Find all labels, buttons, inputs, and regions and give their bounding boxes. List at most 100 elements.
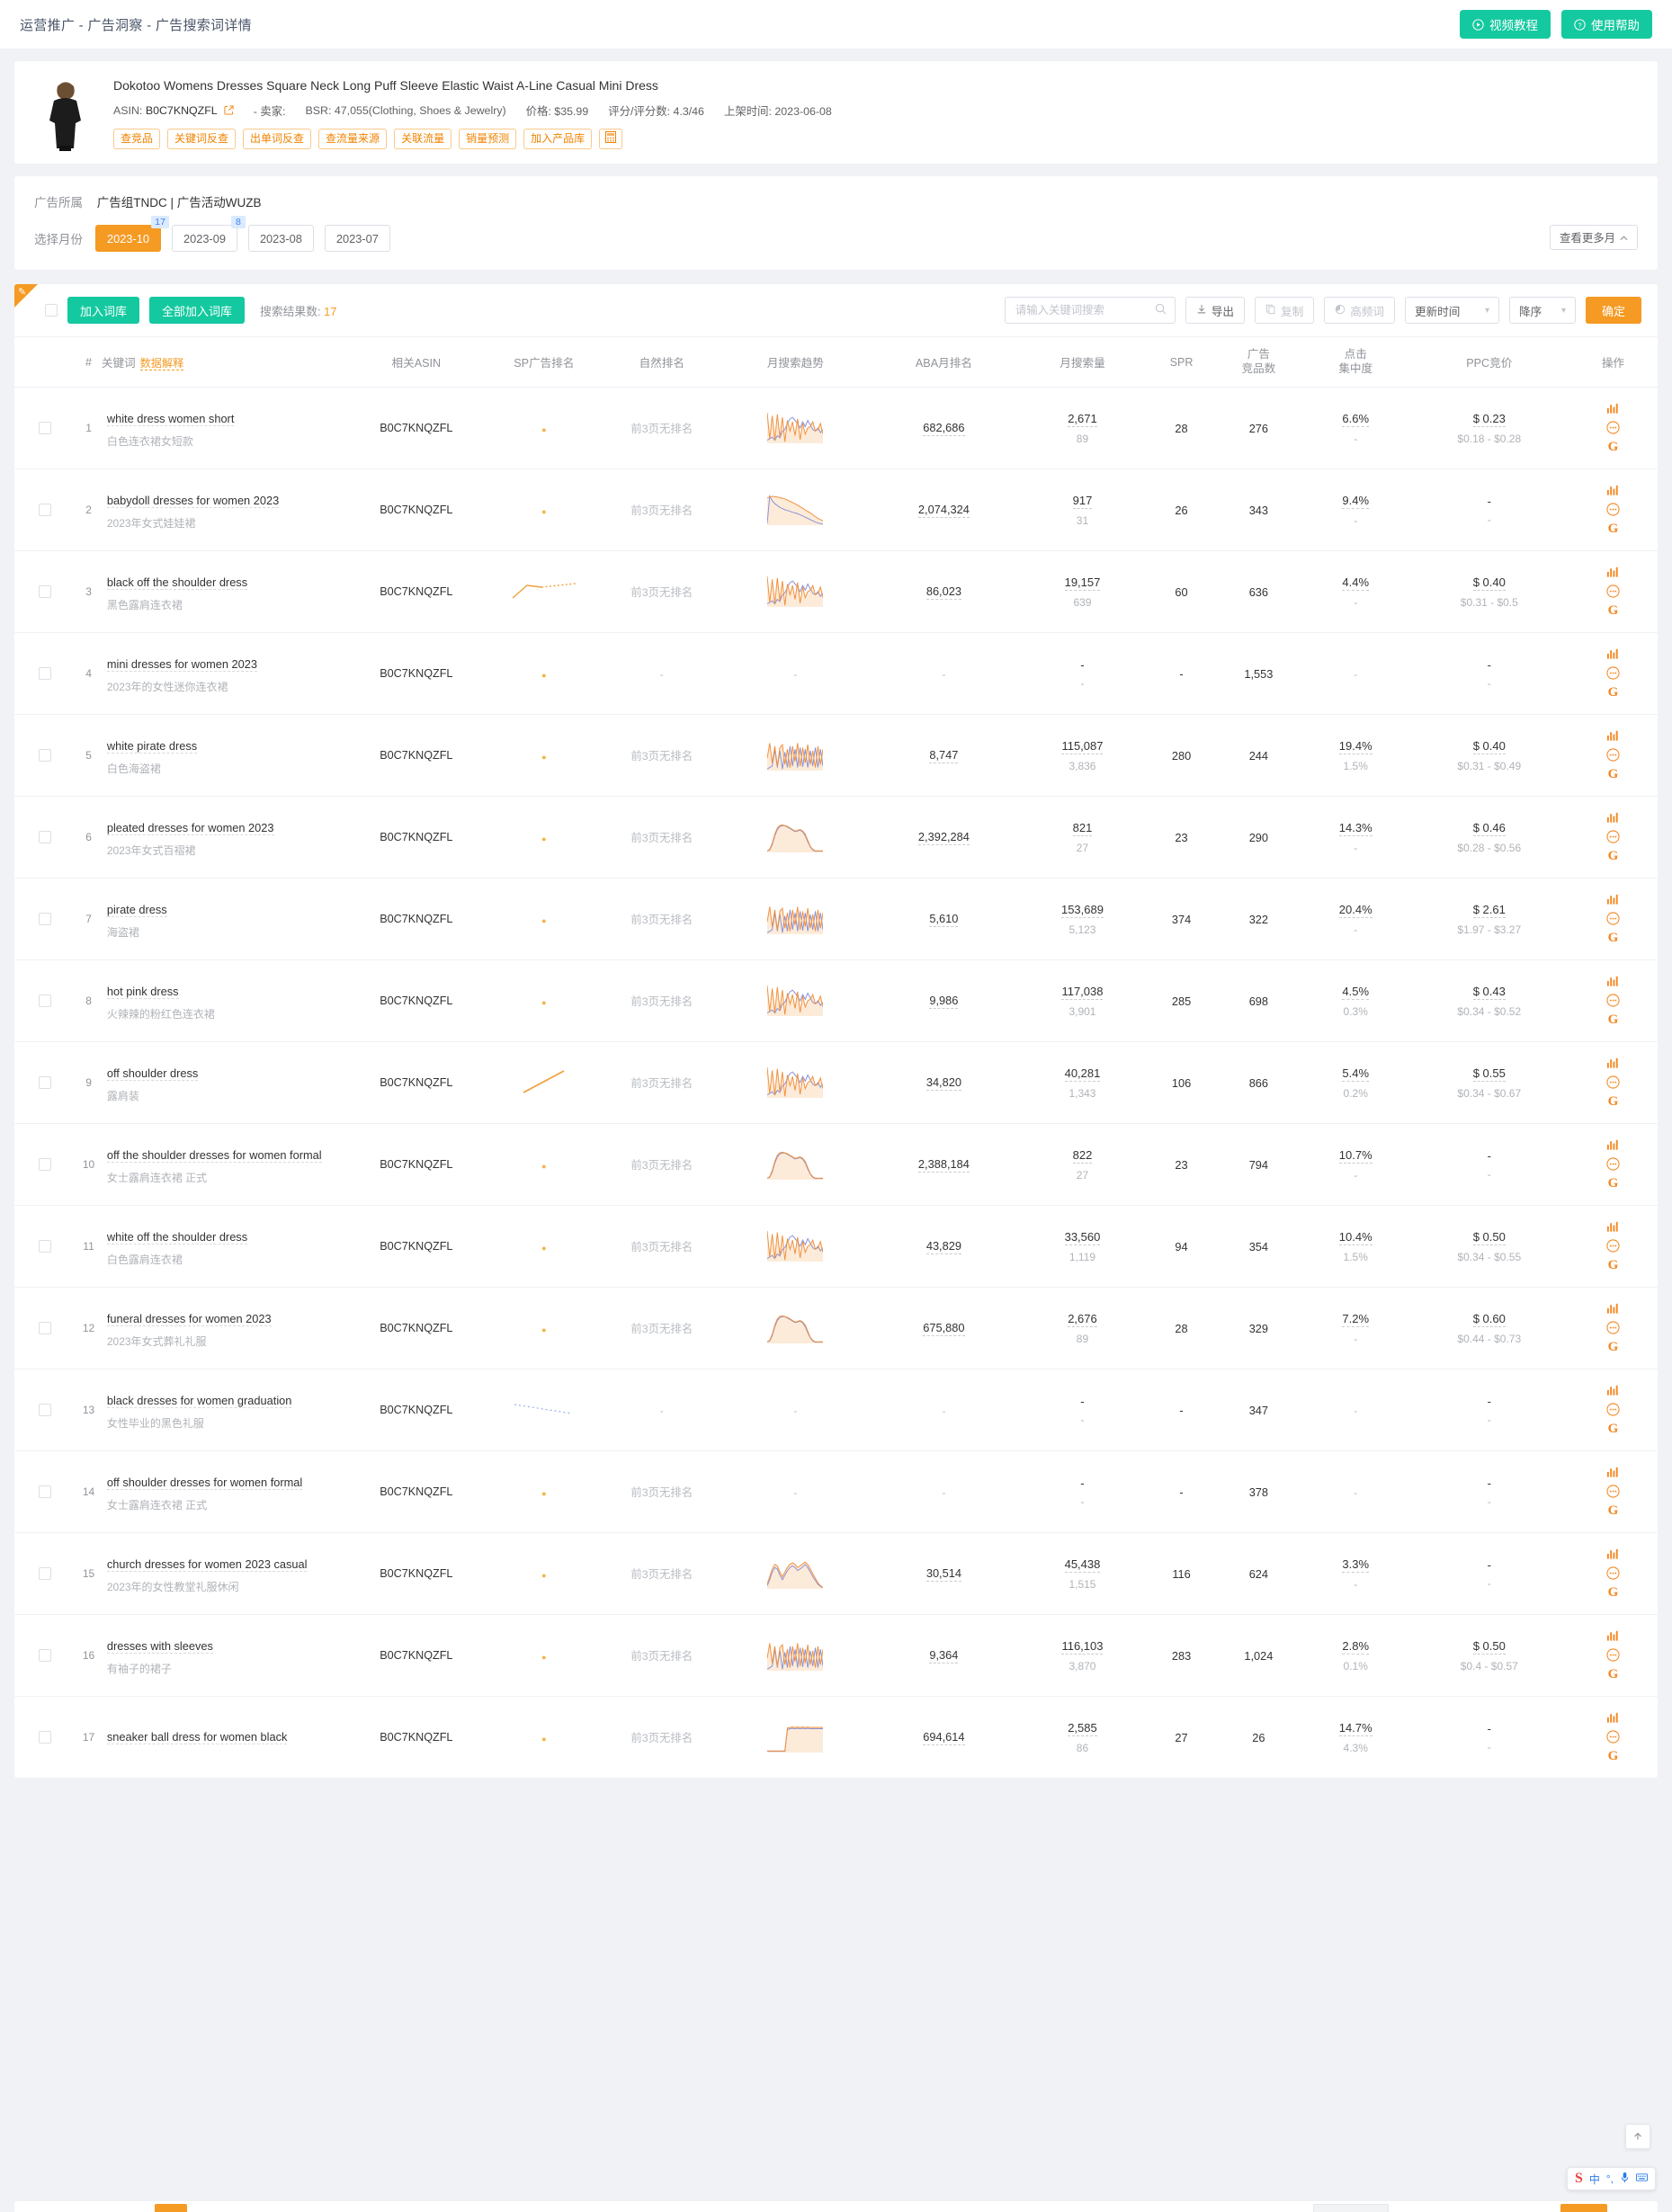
- related-asin[interactable]: B0C7KNQZFL: [346, 714, 486, 798]
- keyboard-icon[interactable]: [1636, 2172, 1648, 2185]
- month-button-2023-08[interactable]: 2023-08: [247, 225, 314, 252]
- table-row[interactable]: 15 church dresses for women 2023 casual 2…: [14, 1532, 1658, 1616]
- back-to-top-button[interactable]: [1625, 2124, 1650, 2149]
- add-to-lexicon-button[interactable]: 加入词库: [67, 297, 140, 324]
- table-row[interactable]: 14 off shoulder dresses for women formal…: [14, 1450, 1658, 1534]
- google-trends-icon[interactable]: G: [1607, 1422, 1619, 1437]
- ime-punctuation-toggle[interactable]: °,: [1605, 2172, 1614, 2185]
- table-row[interactable]: 7 pirate dress 海盗裙 B0C7KNQZFL ● 前3页无排名 5,…: [14, 878, 1658, 961]
- google-trends-icon[interactable]: G: [1607, 1340, 1619, 1355]
- tag-keyword-reverse[interactable]: 关键词反查: [167, 128, 237, 149]
- video-tutorial-button[interactable]: 视频教程: [1460, 10, 1551, 39]
- more-options-icon[interactable]: [1606, 912, 1620, 926]
- related-asin[interactable]: B0C7KNQZFL: [346, 878, 486, 961]
- google-trends-icon[interactable]: G: [1607, 1012, 1619, 1028]
- row-checkbox[interactable]: [39, 1158, 52, 1172]
- tag-related-traffic[interactable]: 关联流量: [394, 128, 452, 149]
- external-link-icon[interactable]: [224, 104, 234, 117]
- more-options-icon[interactable]: [1606, 1075, 1620, 1090]
- bar-chart-icon[interactable]: [1606, 893, 1620, 905]
- more-options-icon[interactable]: [1606, 666, 1620, 681]
- month-button-2023-09[interactable]: 2023-09 8: [171, 216, 246, 252]
- keyword-en[interactable]: dresses with sleeves: [106, 1638, 213, 1654]
- more-options-icon[interactable]: [1606, 503, 1620, 517]
- keyword-en[interactable]: white dress women short: [106, 411, 235, 426]
- related-asin[interactable]: B0C7KNQZFL: [346, 468, 486, 552]
- help-button[interactable]: ? 使用帮助: [1561, 10, 1652, 39]
- bar-chart-icon[interactable]: [1606, 1384, 1620, 1396]
- keyword-en[interactable]: mini dresses for women 2023: [106, 656, 257, 672]
- more-options-icon[interactable]: [1606, 1403, 1620, 1417]
- related-asin[interactable]: B0C7KNQZFL: [346, 387, 486, 470]
- high-frequency-words-button[interactable]: 高频词: [1324, 297, 1395, 324]
- bar-chart-icon[interactable]: [1606, 1466, 1620, 1478]
- keyword-en[interactable]: off the shoulder dresses for women forma…: [106, 1147, 322, 1163]
- table-row[interactable]: 16 dresses with sleeves 有袖子的裙子 B0C7KNQZFL…: [14, 1614, 1658, 1698]
- table-row[interactable]: 1 white dress women short 白色连衣裙女短款 B0C7KN…: [14, 387, 1658, 470]
- bar-chart-icon[interactable]: [1606, 1057, 1620, 1069]
- more-options-icon[interactable]: [1606, 1157, 1620, 1172]
- related-asin[interactable]: B0C7KNQZFL: [346, 632, 486, 716]
- table-row[interactable]: 9 off shoulder dress 露肩装 B0C7KNQZFL 前3页无排…: [14, 1041, 1658, 1125]
- row-checkbox[interactable]: [39, 1322, 52, 1335]
- google-trends-icon[interactable]: G: [1607, 522, 1619, 537]
- table-row[interactable]: 6 pleated dresses for women 2023 2023年女式百…: [14, 796, 1658, 879]
- search-input[interactable]: [1013, 303, 1155, 317]
- google-trends-icon[interactable]: G: [1607, 767, 1619, 782]
- related-asin[interactable]: B0C7KNQZFL: [380, 1731, 453, 1744]
- bar-chart-icon[interactable]: [1606, 1220, 1620, 1233]
- more-options-icon[interactable]: [1606, 421, 1620, 435]
- row-checkbox[interactable]: [39, 831, 52, 844]
- row-checkbox[interactable]: [39, 1404, 52, 1417]
- keyword-en[interactable]: pirate dress: [106, 902, 167, 917]
- google-trends-icon[interactable]: G: [1607, 1585, 1619, 1601]
- more-options-icon[interactable]: [1606, 1239, 1620, 1253]
- keyword-en[interactable]: funeral dresses for women 2023: [106, 1311, 272, 1326]
- more-options-icon[interactable]: [1606, 1485, 1620, 1499]
- tag-sales-forecast[interactable]: 销量预测: [459, 128, 517, 149]
- footer-pager-size[interactable]: [1313, 2204, 1389, 2212]
- keyword-en[interactable]: off shoulder dresses for women formal: [106, 1475, 303, 1490]
- related-asin[interactable]: B0C7KNQZFL: [346, 1123, 486, 1207]
- row-checkbox[interactable]: [39, 585, 52, 599]
- related-asin[interactable]: B0C7KNQZFL: [346, 796, 486, 879]
- row-checkbox[interactable]: [39, 1076, 52, 1090]
- google-trends-icon[interactable]: G: [1607, 440, 1619, 455]
- google-trends-icon[interactable]: G: [1607, 1258, 1619, 1273]
- google-trends-icon[interactable]: G: [1607, 1667, 1619, 1682]
- related-asin[interactable]: B0C7KNQZFL: [346, 1450, 486, 1534]
- keyword-en[interactable]: babydoll dresses for women 2023: [106, 493, 280, 508]
- row-checkbox[interactable]: [39, 1485, 52, 1499]
- row-checkbox[interactable]: [39, 1649, 52, 1663]
- bar-chart-icon[interactable]: [1606, 811, 1620, 824]
- table-row[interactable]: 8 hot pink dress 火辣辣的粉红色连衣裙 B0C7KNQZFL ● …: [14, 959, 1658, 1043]
- table-row[interactable]: 4 mini dresses for women 2023 2023年的女性迷你连…: [14, 632, 1658, 716]
- google-trends-icon[interactable]: G: [1607, 1749, 1619, 1764]
- google-trends-icon[interactable]: G: [1607, 1176, 1619, 1191]
- export-button[interactable]: 导出: [1185, 297, 1246, 324]
- bar-chart-icon[interactable]: [1606, 484, 1620, 496]
- keyword-en[interactable]: black dresses for women graduation: [106, 1393, 292, 1408]
- add-all-to-lexicon-button[interactable]: 全部加入词库: [149, 297, 246, 324]
- tag-order-word-reverse[interactable]: 出单词反查: [243, 128, 312, 149]
- table-row[interactable]: 13 black dresses for women graduation 女性毕…: [14, 1369, 1658, 1452]
- related-asin[interactable]: B0C7KNQZFL: [346, 550, 486, 634]
- google-trends-icon[interactable]: G: [1607, 1503, 1619, 1519]
- keyword-en[interactable]: white pirate dress: [106, 738, 198, 754]
- row-checkbox[interactable]: [39, 504, 52, 517]
- tag-check-competitors[interactable]: 查竞品: [113, 128, 161, 149]
- more-options-icon[interactable]: [1606, 584, 1620, 599]
- bar-chart-icon[interactable]: [1606, 975, 1620, 987]
- select-all-checkbox[interactable]: [45, 304, 58, 317]
- more-options-icon[interactable]: [1606, 994, 1620, 1008]
- bar-chart-icon[interactable]: [1606, 729, 1620, 742]
- table-row[interactable]: 12 funeral dresses for women 2023 2023年女式…: [14, 1287, 1658, 1370]
- row-checkbox[interactable]: [39, 995, 52, 1008]
- keyword-en[interactable]: pleated dresses for women 2023: [106, 820, 274, 835]
- related-asin[interactable]: B0C7KNQZFL: [346, 1532, 486, 1616]
- row-checkbox[interactable]: [39, 1731, 52, 1744]
- data-explain-link[interactable]: 数据解释: [139, 357, 184, 371]
- tag-add-to-product-library[interactable]: 加入产品库: [523, 128, 593, 149]
- related-asin[interactable]: B0C7KNQZFL: [346, 1614, 486, 1698]
- row-checkbox[interactable]: [39, 667, 52, 681]
